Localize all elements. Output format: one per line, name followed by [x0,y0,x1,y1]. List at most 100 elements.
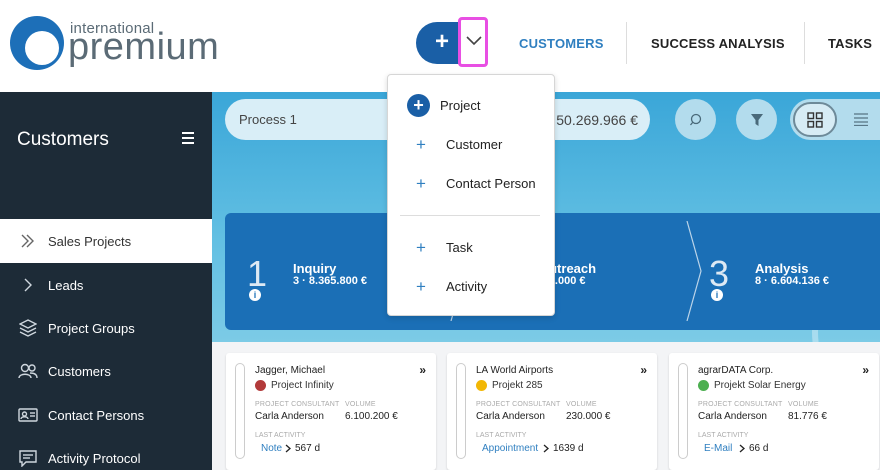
stage-title: Analysis [755,261,809,276]
hamburger-menu-icon[interactable] [182,132,194,147]
last-activity-label: LAST ACTIVITY [255,432,306,439]
consultant-label: PROJECT CONSULTANT [255,401,340,408]
consultant-value: Carla Anderson [698,411,767,422]
menu-item-label: Activity [446,279,488,294]
nav-customers[interactable]: CUSTOMERS [519,36,604,51]
contact-card-icon [18,405,38,425]
project-card[interactable]: agrarDATA Corp. » Projekt Solar Energy P… [669,353,879,470]
stage-inquiry[interactable]: 1 i Inquiry 3 · 8.365.800 € [225,213,455,330]
consultant-label: PROJECT CONSULTANT [698,401,783,408]
sidebar-title: Customers [17,129,109,150]
card-project-name: Project Infinity [271,380,334,391]
menu-item-project[interactable]: + Project [388,90,554,120]
card-customer-name: Jagger, Michael [255,365,326,376]
users-icon [18,361,38,381]
sidebar-item-project-groups[interactable]: Project Groups [0,306,212,350]
filter-icon [750,113,763,126]
sidebar-item-customers[interactable]: Customers [0,349,212,393]
menu-divider [400,215,540,216]
volume-value: 81.776 € [788,411,827,422]
stage-title: Inquiry [293,261,337,276]
volume-label: VOLUME [345,401,376,408]
sidebar-item-label: Contact Persons [48,407,145,423]
double-chevron-right-icon [18,231,38,251]
last-activity-type[interactable]: E-Mail [704,443,733,454]
last-activity-days: 567 d [295,443,321,454]
nav-divider [626,22,627,64]
add-new-menu: + Project + Customer + Contact Person + … [387,74,555,316]
menu-item-task[interactable]: + Task [388,232,554,262]
sidebar-item-label: Leads [48,277,84,293]
stage-number: 1 [247,253,268,294]
volume-value: 6.100.200 € [345,411,398,422]
card-open-icon[interactable]: » [640,363,647,377]
chevron-right-icon [739,444,745,453]
search-button[interactable] [675,99,716,140]
menu-item-label: Contact Person [446,176,536,191]
sidebar-item-contact-persons[interactable]: Contact Persons [0,393,212,437]
card-drag-strip [678,363,688,459]
plus-icon: + [416,238,426,257]
sidebar-item-sales-projects[interactable]: Sales Projects [0,219,212,263]
card-open-icon[interactable]: » [862,363,869,377]
status-dot [255,380,266,391]
menu-item-label: Task [446,240,473,255]
sidebar-item-activity-protocol[interactable]: Activity Protocol [0,436,212,470]
stage-number: 3 [709,253,730,294]
grid-view-button[interactable] [793,102,837,137]
menu-item-contact-person[interactable]: + Contact Person [388,168,554,198]
grid-icon [807,111,823,128]
project-card[interactable]: Jagger, Michael » Project Infinity PROJE… [226,353,436,470]
last-activity-label: LAST ACTIVITY [476,432,527,439]
stage-analysis[interactable]: 3 i Analysis 8 · 6.604.136 € [687,213,880,330]
process-total-value: 50.269.966 € [556,112,638,128]
last-activity-type[interactable]: Appointment [482,443,539,454]
volume-value: 230.000 € [566,411,611,422]
chevron-right-icon [18,275,38,295]
sidebar-item-label: Customers [48,363,111,379]
last-activity-type[interactable]: Note [261,443,283,454]
card-open-icon[interactable]: » [419,363,426,377]
menu-item-label: Project [440,98,481,113]
add-new-button[interactable]: + [416,22,460,64]
info-icon[interactable]: i [249,289,261,301]
last-activity-days: 1639 d [553,443,584,454]
consultant-value: Carla Anderson [255,411,324,422]
nav-tasks[interactable]: TASKS [828,36,873,51]
nav-divider [804,22,805,64]
sidebar-item-leads[interactable]: Leads [0,263,212,307]
list-view-icon[interactable] [854,112,868,126]
info-icon[interactable]: i [711,289,723,301]
card-customer-name: agrarDATA Corp. [698,365,774,376]
add-new-dropdown-toggle[interactable] [458,17,488,67]
card-drag-strip [456,363,466,459]
status-dot [698,380,709,391]
search-icon [689,113,701,125]
logo[interactable]: international premium [10,14,230,74]
status-dot [476,380,487,391]
logo-mark [10,16,64,70]
last-activity-label: LAST ACTIVITY [698,432,749,439]
logo-small-text: international [70,20,155,37]
project-card[interactable]: LA World Airports » Projekt 285 PROJECT … [447,353,657,470]
plus-icon: + [416,135,426,154]
plus-icon: + [416,277,426,296]
menu-item-customer[interactable]: + Customer [388,129,554,159]
stage-separator-chevron [686,221,702,321]
layers-icon [18,318,38,338]
volume-label: VOLUME [788,401,819,408]
consultant-value: Carla Anderson [476,411,545,422]
filter-button[interactable] [736,99,777,140]
card-customer-name: LA World Airports [476,365,554,376]
card-project-name: Projekt Solar Energy [714,380,806,391]
volume-label: VOLUME [566,401,597,408]
consultant-label: PROJECT CONSULTANT [476,401,561,408]
sidebar-item-label: Sales Projects [48,233,132,249]
chevron-right-icon [285,444,291,453]
chevron-down-icon [466,36,482,46]
logo-big-text: premium [68,26,220,68]
view-toggle [790,99,880,140]
menu-item-activity[interactable]: + Activity [388,271,554,301]
nav-success-analysis[interactable]: SUCCESS ANALYSIS [651,36,785,51]
sidebar-item-label: Project Groups [48,320,135,336]
